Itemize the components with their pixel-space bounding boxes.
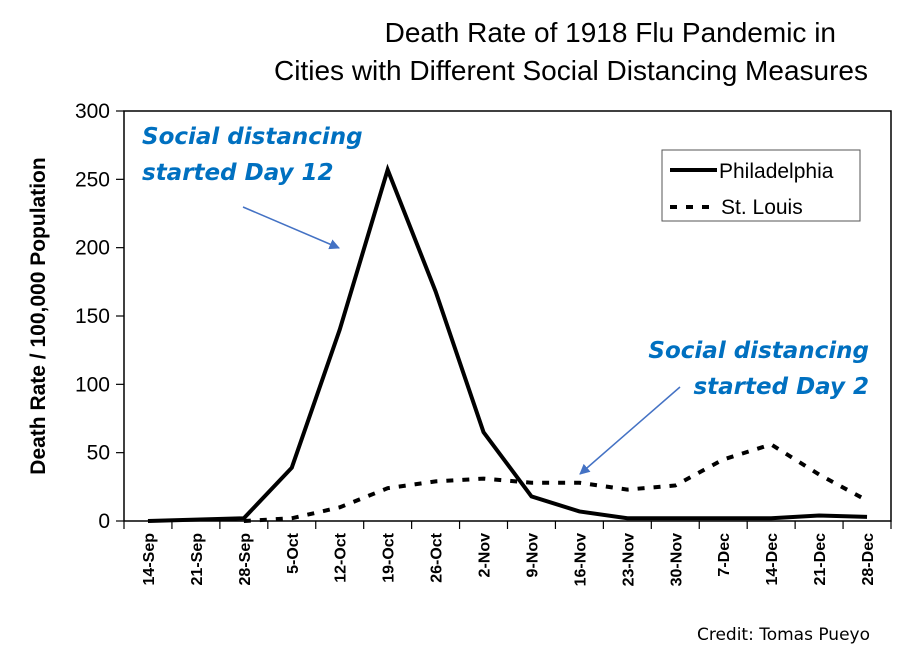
x-tick-label: 16-Nov: [572, 533, 589, 586]
annotation-day-12-arrow: [242, 206, 340, 250]
chart-title-line-2: Cities with Different Social Distancing …: [274, 55, 868, 86]
x-tick-label: 26-Oct: [429, 532, 446, 582]
x-tick-label: 5-Oct: [285, 532, 302, 574]
series-line-st-louis: [243, 442, 868, 523]
y-tick-label: 0: [98, 510, 110, 533]
series-layer: [147, 163, 868, 523]
x-tick-label: 19-Oct: [381, 532, 398, 582]
y-axis-label: Death Rate / 100,000 Population: [27, 157, 50, 474]
x-tick-label: 14-Dec: [764, 533, 781, 586]
x-tick-label: 2-Nov: [477, 533, 494, 578]
legend-box: [661, 149, 861, 222]
annotation-day-2-arrow: [579, 386, 681, 475]
legend-label-philadelphia: Philadelphia: [719, 160, 834, 183]
annotation-day-12-line-1: Social distancing: [142, 124, 363, 150]
x-tick-label: 14-Sep: [141, 533, 158, 586]
x-tick-label: 21-Dec: [812, 533, 829, 586]
annotation-day-12-line-2: started Day 12: [142, 160, 334, 186]
x-axis: 14-Sep 21-Sep 28-Sep 5-Oct 12-Oct 19-Oct 26-Oc…: [123, 521, 892, 586]
y-tick-label: 300: [75, 100, 110, 123]
legend-label-st-louis: St. Louis: [721, 196, 803, 219]
plot-area-border: [123, 110, 892, 522]
x-tick-label: 23-Nov: [620, 533, 637, 586]
x-tick-label: 7-Dec: [716, 533, 733, 577]
annotation-day-2-line-1: Social distancing: [648, 338, 869, 364]
annotation-day-2-line-2: started Day 2: [693, 374, 869, 400]
x-tick-label: 21-Sep: [189, 533, 206, 586]
y-tick-label: 250: [75, 168, 110, 191]
x-tick-label: 30-Nov: [668, 533, 685, 586]
y-axis: 0 50 100 150 200 250 300: [75, 100, 124, 533]
x-tick-label: 9-Nov: [524, 533, 541, 578]
annotation-day-12: Social distancing started Day 12: [142, 124, 363, 250]
legend: Philadelphia St. Louis: [661, 149, 861, 222]
y-tick-label: 150: [75, 305, 110, 328]
chart-title-line-1: Death Rate of 1918 Flu Pandemic in: [385, 17, 836, 48]
credit-text: Credit: Tomas Pueyo: [697, 625, 870, 645]
y-tick-label: 200: [75, 237, 110, 260]
series-line-philadelphia: [147, 163, 868, 523]
y-tick-label: 50: [87, 442, 110, 465]
x-tick-label: 28-Dec: [860, 533, 877, 586]
annotation-day-2: Social distancing started Day 2: [579, 338, 869, 475]
y-tick-label: 100: [75, 373, 110, 396]
x-tick-label: 12-Oct: [333, 532, 350, 582]
x-tick-label: 28-Sep: [237, 533, 254, 586]
